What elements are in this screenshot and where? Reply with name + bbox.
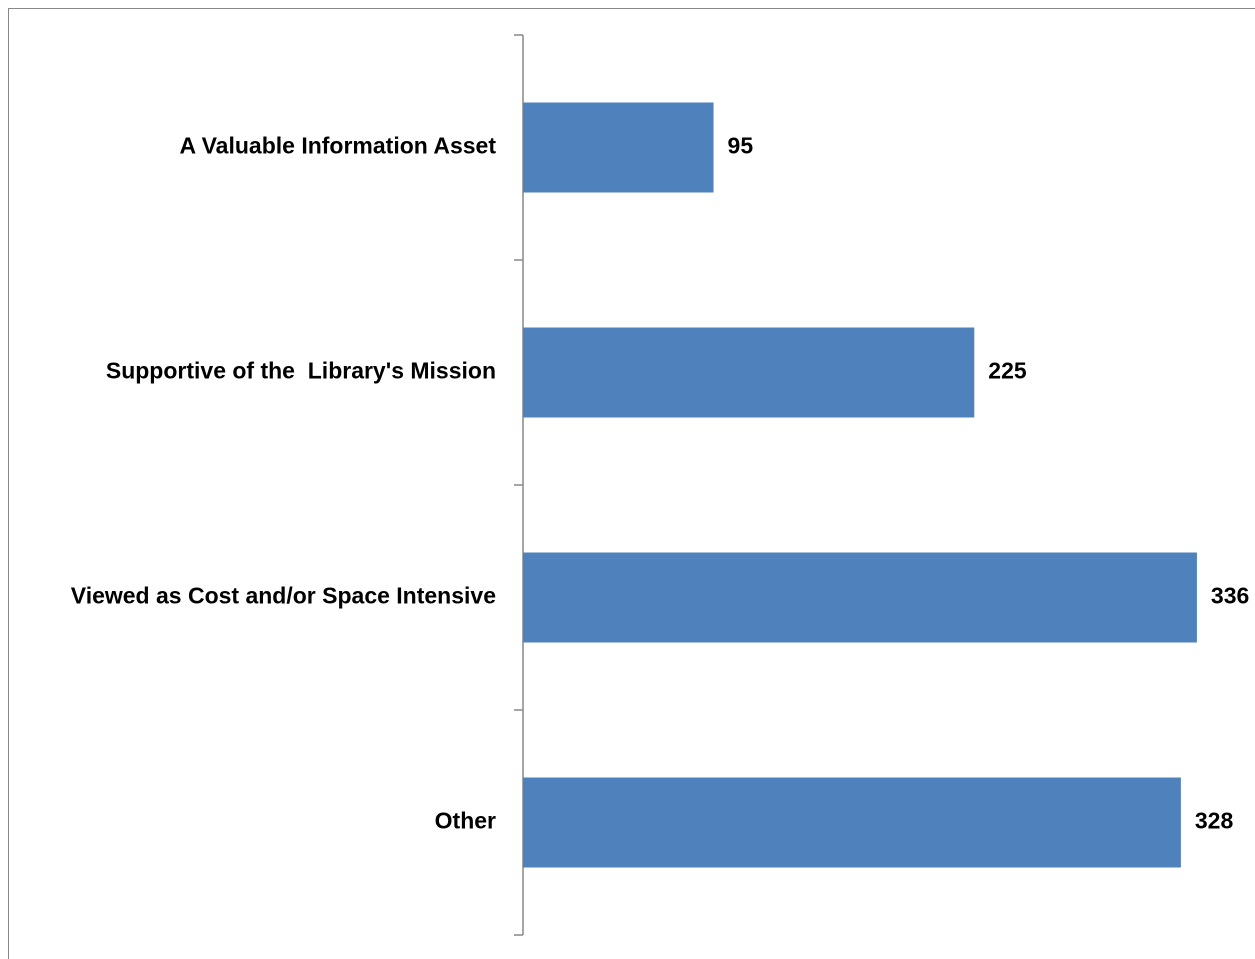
data-label: 336: [1211, 583, 1249, 609]
bar: [523, 552, 1197, 643]
y-tick-label: Supportive of the Library's Mission: [106, 358, 496, 384]
bar: [523, 102, 714, 193]
y-tick-label: Viewed as Cost and/or Space Intensive: [71, 583, 496, 609]
data-label: 225: [988, 358, 1027, 384]
bar: [523, 327, 975, 418]
bar: [523, 777, 1181, 868]
y-tick-label: A Valuable Information Asset: [179, 133, 496, 159]
y-tick-label: Other: [435, 808, 496, 834]
data-label: 328: [1195, 808, 1234, 834]
data-label: 95: [728, 133, 754, 159]
